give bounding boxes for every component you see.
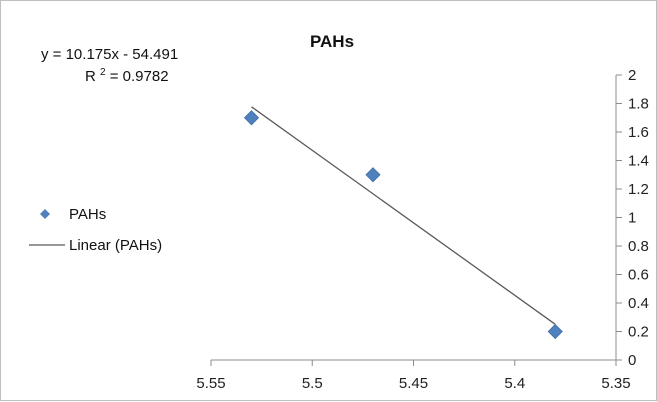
x-tick-label: 5.55 bbox=[196, 375, 225, 392]
y-tick-label: 0.6 bbox=[628, 267, 649, 284]
axes bbox=[211, 75, 617, 361]
x-tick-label: 5.5 bbox=[302, 375, 323, 392]
legend-label-linear: Linear (PAHs) bbox=[69, 237, 162, 254]
r-squared-value: = 0.9782 bbox=[110, 68, 169, 85]
r-squared-symbol: R bbox=[85, 68, 96, 85]
trendline bbox=[251, 106, 556, 325]
y-tick-label: 0.4 bbox=[628, 295, 649, 312]
legend: PAHs Linear (PAHs) bbox=[29, 206, 162, 254]
legend-marker-diamond bbox=[40, 209, 50, 219]
y-axis-ticks: 0 0.2 0.4 0.6 0.8 1 1.2 1.4 1.6 1.8 2 bbox=[616, 67, 649, 369]
trendline-layer bbox=[251, 106, 556, 325]
y-tick-label: 0 bbox=[628, 352, 636, 369]
y-tick-label: 1.4 bbox=[628, 153, 649, 170]
y-tick-label: 2 bbox=[628, 67, 636, 84]
trendline-equation: y = 10.175x - 54.491 bbox=[41, 46, 178, 63]
x-tick-label: 5.45 bbox=[399, 375, 428, 392]
data-point bbox=[365, 167, 381, 183]
y-tick-label: 1 bbox=[628, 210, 636, 227]
data-point bbox=[243, 110, 260, 126]
x-tick-label: 5.4 bbox=[504, 375, 525, 392]
chart-title: PAHs bbox=[310, 32, 354, 51]
x-tick-label: 5.35 bbox=[601, 375, 630, 392]
data-points-layer bbox=[243, 110, 563, 340]
y-tick-label: 1.6 bbox=[628, 124, 649, 141]
data-point bbox=[547, 323, 563, 340]
y-tick-label: 1.8 bbox=[628, 96, 649, 113]
y-tick-label: 1.2 bbox=[628, 181, 649, 198]
x-axis-ticks: 5.55 5.5 5.45 5.4 5.35 bbox=[196, 360, 631, 392]
r-squared-superscript: 2 bbox=[100, 67, 106, 78]
legend-label-pahs: PAHs bbox=[69, 206, 106, 223]
y-tick-label: 0.8 bbox=[628, 238, 649, 255]
y-tick-label: 0.2 bbox=[628, 324, 649, 341]
trendline-r-squared: R 2 = 0.9782 bbox=[85, 62, 169, 85]
